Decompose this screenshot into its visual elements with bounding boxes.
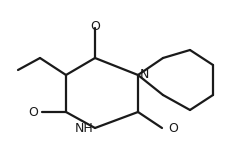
Text: N: N	[140, 69, 149, 82]
Text: O: O	[28, 105, 38, 119]
Text: O: O	[90, 20, 100, 33]
Text: NH: NH	[74, 122, 93, 134]
Text: O: O	[168, 122, 178, 134]
